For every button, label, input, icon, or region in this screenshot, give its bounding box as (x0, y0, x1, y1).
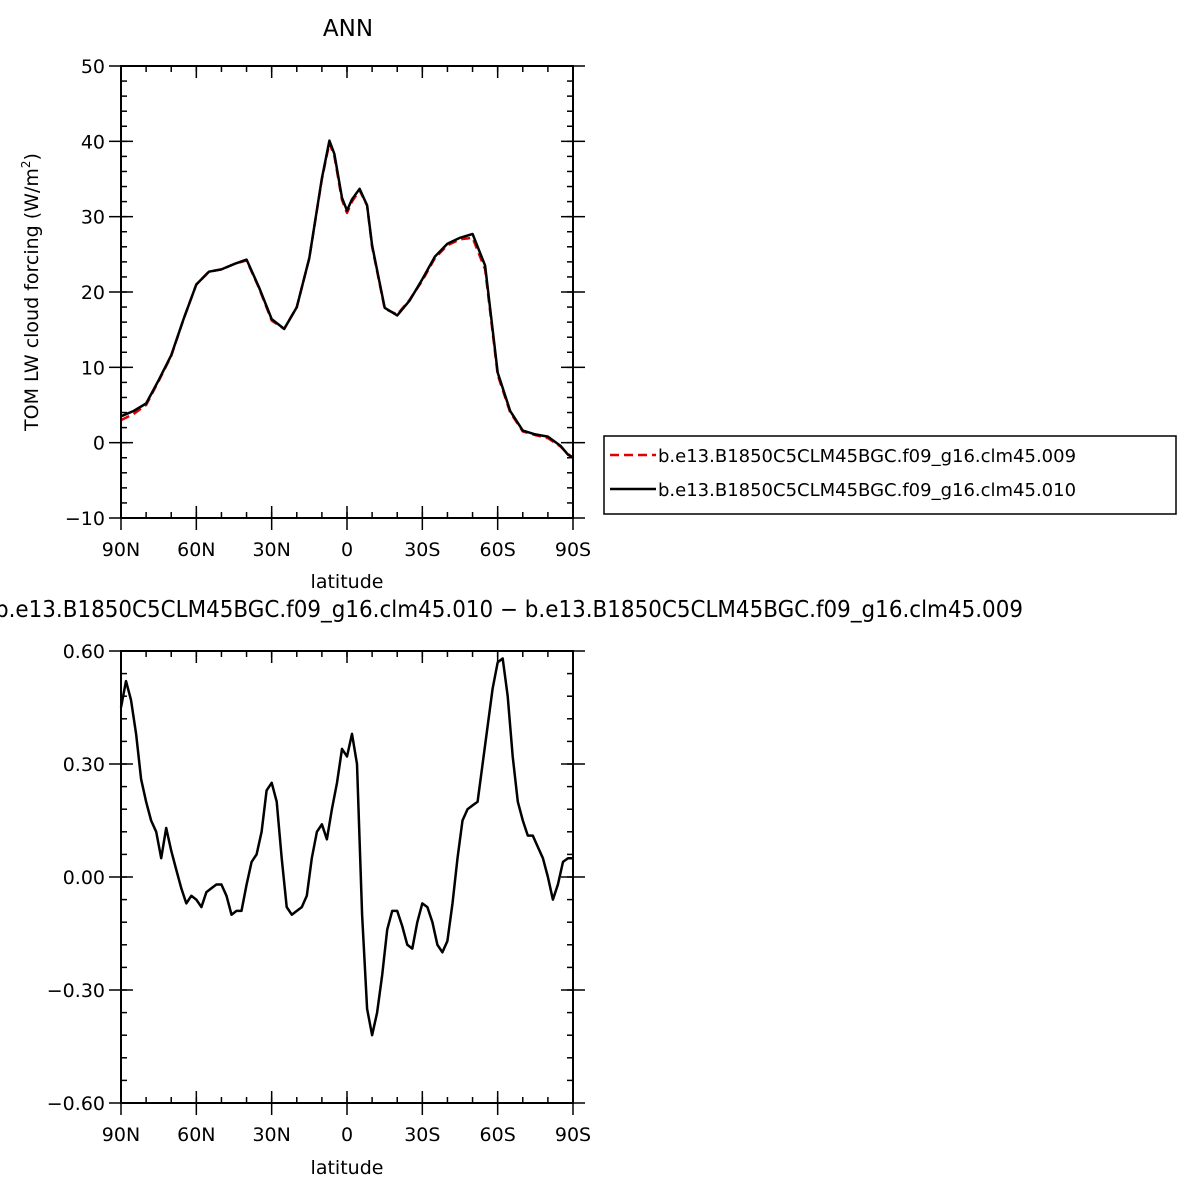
bottom-x-tick-label: 0 (341, 1124, 353, 1146)
bottom-x-tick-label: 90S (555, 1124, 591, 1146)
bottom-y-tick-labels: −0.60 −0.30 0.00 0.30 0.60 (47, 641, 105, 1115)
bottom-x-tick-label: 30S (404, 1124, 440, 1146)
top-x-tick-labels: 90N 60N 30N 0 30S 60S 90S (102, 539, 591, 561)
top-y-tick-label: 10 (81, 357, 105, 379)
top-y-axis-label-sup: 2 (19, 160, 33, 168)
bottom-y-tick-label: −0.30 (47, 980, 105, 1002)
top-y-axis-label: TOM LW cloud forcing (W/m2) (19, 153, 43, 432)
top-series-lines (120, 139, 574, 459)
bottom-x-tick-labels: 90N 60N 30N 0 30S 60S 90S (102, 1124, 591, 1146)
top-x-tick-label: 60S (480, 539, 516, 561)
bottom-x-tick-label: 60S (480, 1124, 516, 1146)
top-x-axis-label: latitude (311, 571, 384, 593)
top-y-axis-label-end: ) (21, 153, 43, 160)
bottom-y-tick-label: 0.30 (63, 754, 105, 776)
top-x-tick-label: 60N (177, 539, 215, 561)
top-y-tick-label: −10 (65, 508, 105, 530)
bottom-y-tick-label: 0.00 (63, 867, 105, 889)
legend-label-009: b.e13.B1850C5CLM45BGC.f09_g16.clm45.009 (658, 446, 1076, 467)
legend: b.e13.B1850C5CLM45BGC.f09_g16.clm45.009 … (603, 435, 1177, 515)
bottom-x-tick-label: 30N (252, 1124, 290, 1146)
top-plot-title: ANN (323, 16, 373, 42)
top-series-line-0 (120, 141, 574, 459)
bottom-y-tick-label: −0.60 (47, 1093, 105, 1115)
legend-box (603, 435, 1177, 515)
top-y-axis-label-main: TOM LW cloud forcing (W/m (21, 168, 43, 432)
bottom-plot-frame (120, 650, 574, 1104)
top-x-tick-label: 30S (404, 539, 440, 561)
top-plot-frame (120, 65, 574, 519)
bottom-panel: b.e13.B1850C5CLM45BGC.f09_g16.clm45.010 … (0, 597, 1023, 1179)
bottom-series-line-0 (119, 657, 573, 1037)
bottom-x-tick-label: 90N (102, 1124, 140, 1146)
top-x-tick-label: 90N (102, 539, 140, 561)
bottom-y-tick-label: 0.60 (63, 641, 105, 663)
top-y-tick-label: 40 (81, 131, 105, 153)
bottom-series-lines (119, 657, 573, 1037)
bottom-x-axis-label: latitude (311, 1157, 384, 1179)
top-y-tick-label: 50 (81, 56, 105, 78)
top-y-tick-label: 30 (81, 207, 105, 229)
bottom-plot-title: b.e13.B1850C5CLM45BGC.f09_g16.clm45.010 … (0, 597, 1023, 623)
top-y-tick-label: 20 (81, 282, 105, 304)
bottom-x-tick-label: 60N (177, 1124, 215, 1146)
top-y-tick-label: 0 (93, 433, 105, 455)
top-x-tick-label: 90S (555, 539, 591, 561)
top-y-tick-labels: −10 0 10 20 30 40 50 (65, 56, 105, 530)
top-panel: ANN −10 0 10 20 30 40 50 90N 60N 30N 0 30S 60S 90S l… (19, 16, 591, 593)
top-series-line-1 (120, 139, 574, 459)
bottom-y-axis-label: TOM LW cloud forcing (W/m ) (0, 738, 21, 1015)
legend-label-010: b.e13.B1850C5CLM45BGC.f09_g16.clm45.010 (658, 480, 1076, 501)
top-axis-ticks (109, 65, 585, 530)
top-x-tick-label: 0 (341, 539, 353, 561)
top-x-tick-label: 30N (252, 539, 290, 561)
